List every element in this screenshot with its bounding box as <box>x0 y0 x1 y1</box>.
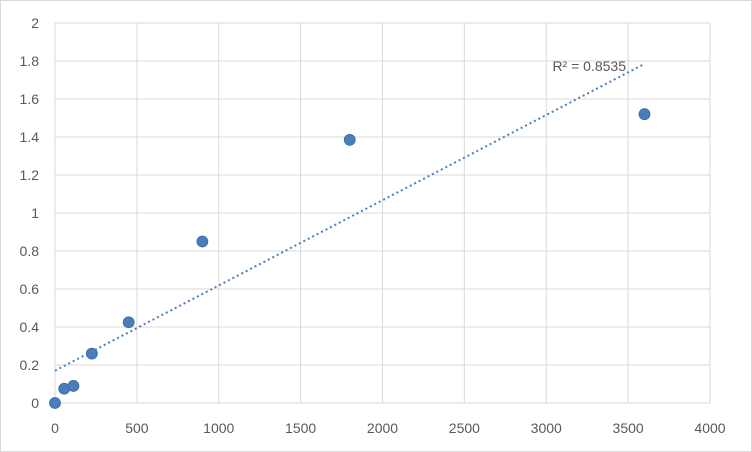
x-tick-label: 2500 <box>449 420 480 436</box>
x-tick-label: 1000 <box>203 420 234 436</box>
data-point <box>638 108 651 121</box>
data-point <box>343 133 356 146</box>
y-tick-label: 0 <box>31 395 39 411</box>
x-tick-label: 0 <box>51 420 59 436</box>
y-tick-label: 0.2 <box>20 357 40 373</box>
y-tick-label: 1.4 <box>20 129 40 145</box>
data-point <box>196 235 209 248</box>
data-point <box>85 347 98 360</box>
y-tick-label: 1.6 <box>20 91 40 107</box>
trendline <box>54 62 645 372</box>
x-tick-label: 4000 <box>694 420 725 436</box>
x-tick-label: 3500 <box>613 420 644 436</box>
y-tick-label: 1.2 <box>20 167 40 183</box>
y-tick-label: 0.4 <box>20 319 40 335</box>
x-tick-label: 500 <box>125 420 149 436</box>
x-tick-label: 2000 <box>367 420 398 436</box>
gridlines <box>54 22 711 404</box>
data-point <box>49 397 61 409</box>
y-tick-label: 0.8 <box>20 243 40 259</box>
x-axis-tick-labels: 0 500 1000 1500 2000 2500 3000 3500 4000 <box>51 420 726 436</box>
r-squared-label: R² = 0.8535 <box>552 58 626 74</box>
y-axis-tick-labels: 0 0.2 0.4 0.6 0.8 1 1.2 1.4 1.6 1.8 2 <box>20 15 40 411</box>
data-point <box>122 316 135 329</box>
x-tick-label: 1500 <box>285 420 316 436</box>
y-tick-label: 2 <box>31 15 39 31</box>
data-points <box>49 108 651 409</box>
data-point <box>67 379 80 392</box>
y-tick-label: 1 <box>31 205 39 221</box>
y-tick-label: 1.8 <box>20 53 40 69</box>
y-tick-label: 0.6 <box>20 281 40 297</box>
x-tick-label: 3000 <box>531 420 562 436</box>
